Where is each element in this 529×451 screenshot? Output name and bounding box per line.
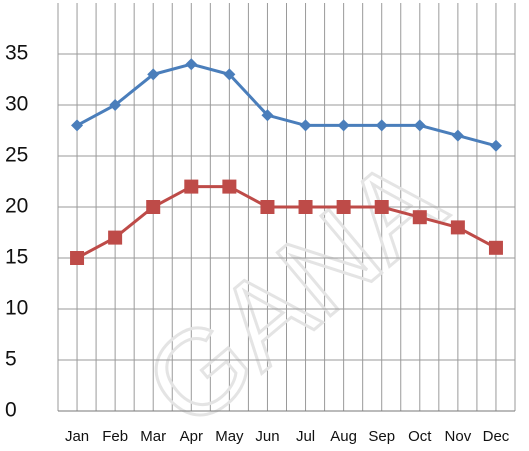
- x-tick-label: Oct: [408, 428, 432, 445]
- y-tick-label: 5: [5, 348, 17, 371]
- marker: [413, 119, 426, 132]
- y-tick-label: 30: [5, 93, 28, 116]
- marker: [489, 139, 502, 152]
- x-tick-label: Jan: [65, 428, 89, 445]
- marker: [260, 200, 275, 214]
- marker: [108, 230, 123, 245]
- x-tick-label: Feb: [102, 428, 128, 445]
- marker: [451, 129, 464, 142]
- x-tick-label: Dec: [483, 428, 510, 445]
- marker: [70, 251, 85, 265]
- marker: [147, 68, 160, 81]
- marker: [261, 109, 274, 122]
- x-tick-label: Nov: [445, 428, 472, 445]
- marker: [412, 210, 427, 225]
- series-line: [76, 62, 497, 148]
- marker: [298, 200, 313, 214]
- marker: [109, 99, 122, 111]
- y-tick-label: 10: [5, 297, 28, 320]
- x-tick-label: Sep: [368, 428, 395, 445]
- x-tick-label: Mar: [140, 428, 166, 445]
- marker: [184, 179, 199, 194]
- marker: [450, 220, 465, 235]
- marker: [146, 200, 161, 214]
- marker: [71, 119, 84, 132]
- marker: [375, 119, 388, 132]
- y-tick-label: 35: [5, 42, 28, 65]
- y-tick-label: 25: [5, 144, 28, 167]
- x-tick-label: Jul: [296, 428, 315, 445]
- x-tick-label: Apr: [180, 428, 203, 445]
- marker: [337, 119, 350, 132]
- marker: [488, 240, 503, 255]
- y-tick-label: 15: [5, 246, 28, 269]
- marker: [374, 200, 389, 214]
- marker: [336, 200, 351, 214]
- y-tick-label: 20: [5, 195, 28, 218]
- y-tick-label: 0: [5, 399, 17, 422]
- x-tick-label: Jun: [255, 428, 279, 445]
- x-tick-label: May: [215, 428, 244, 445]
- x-tick-label: Aug: [330, 428, 357, 445]
- marker: [223, 68, 236, 81]
- marker: [299, 119, 312, 132]
- marker: [185, 58, 198, 71]
- marker: [222, 179, 237, 194]
